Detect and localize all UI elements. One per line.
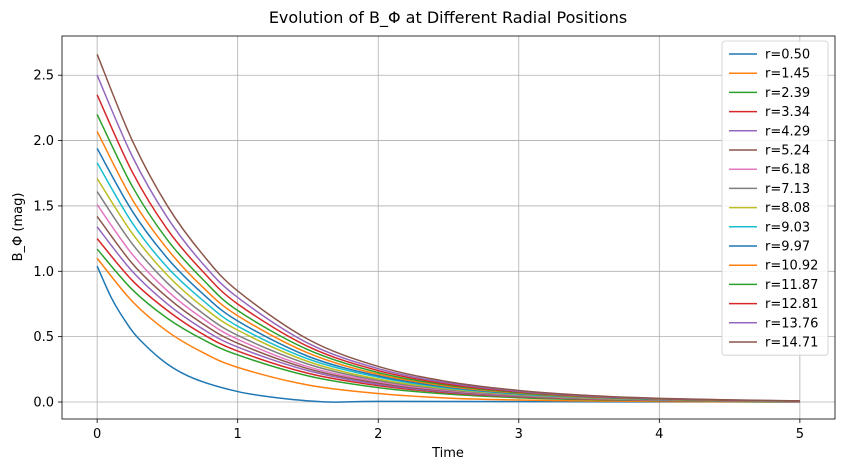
x-tick-label: 5 <box>796 427 804 442</box>
y-tick-label: 0.0 <box>33 396 54 411</box>
axis-ticks: 0 1 2 3 4 5 0.0 0.5 1.0 1.5 2.0 2.5 <box>33 69 804 442</box>
y-tick-label: 1.5 <box>33 199 54 214</box>
legend: r=0.50 r=1.45 r=2.39 r=3.34 r=4.29 r=5.24 r=6.… <box>721 40 829 356</box>
chart-title: Evolution of B_Φ at Different Radial Pos… <box>269 8 627 28</box>
x-tick-label: 4 <box>655 427 663 442</box>
legend-label: r=2.39 <box>765 86 810 101</box>
legend-label: r=9.97 <box>765 240 810 255</box>
legend-label: r=9.03 <box>765 220 810 235</box>
legend-label: r=7.13 <box>765 182 810 197</box>
x-tick-label: 3 <box>515 427 523 442</box>
plot-frame <box>61 35 836 420</box>
series-line-r-14-71 <box>96 54 800 402</box>
y-tick-label: 0.5 <box>33 330 54 345</box>
legend-label: r=6.18 <box>765 163 810 178</box>
legend-label: r=1.45 <box>765 67 810 82</box>
series-line-r-0-50 <box>96 265 800 403</box>
legend-label: r=3.34 <box>765 105 810 120</box>
y-tick-label: 1.0 <box>33 265 54 280</box>
legend-label: r=12.81 <box>765 297 818 312</box>
series-line-r-1-45 <box>96 257 800 403</box>
x-tick-label: 0 <box>93 427 101 442</box>
legend-label: r=8.08 <box>765 201 810 216</box>
x-tick-label: 1 <box>234 427 242 442</box>
y-axis-label: B_Φ (mag) <box>11 193 26 262</box>
legend-label: r=14.71 <box>765 336 818 351</box>
legend-label: r=13.76 <box>765 316 818 331</box>
legend-label: r=11.87 <box>765 278 818 293</box>
y-tick-label: 2.5 <box>33 69 54 84</box>
legend-label: r=4.29 <box>765 124 810 139</box>
y-tick-label: 2.0 <box>33 134 54 149</box>
legend-label: r=0.50 <box>765 48 810 63</box>
legend-box <box>721 40 829 356</box>
x-tick-label: 2 <box>374 427 382 442</box>
legend-label: r=5.24 <box>765 144 810 159</box>
series-lines <box>96 54 800 403</box>
x-axis-label: Time <box>431 446 464 461</box>
legend-label: r=10.92 <box>765 259 818 274</box>
